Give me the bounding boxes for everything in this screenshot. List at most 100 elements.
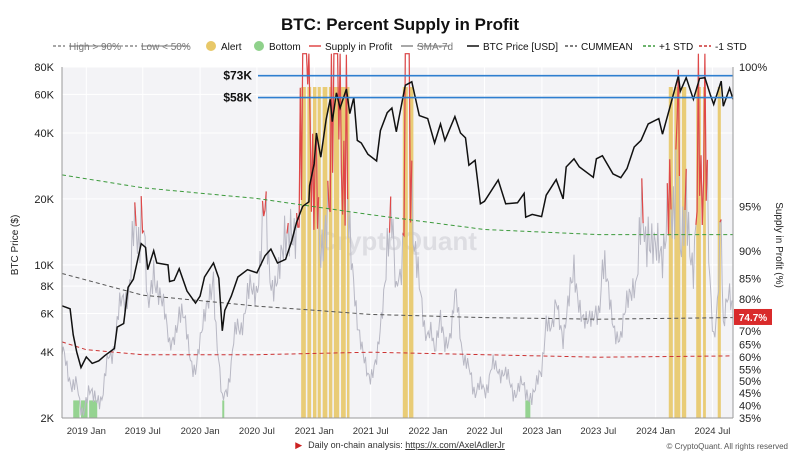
supply-above-90-line bbox=[675, 69, 680, 177]
alert-band bbox=[674, 87, 681, 418]
supply-above-90-line bbox=[134, 202, 137, 227]
legend-label: -1 STD bbox=[715, 42, 747, 53]
alert-band bbox=[341, 87, 346, 418]
legend-swatch bbox=[254, 41, 264, 51]
legend-item: -1 STD bbox=[699, 42, 747, 53]
footer-analysis-link[interactable]: https://x.com/AxelAdlerJr bbox=[405, 440, 505, 450]
y-tick-label-right: 65% bbox=[739, 339, 761, 351]
x-tick-label: 2020 Jul bbox=[239, 426, 275, 437]
x-tick-label: 2024 Jan bbox=[636, 426, 675, 437]
y-tick-label-right: 90% bbox=[739, 246, 761, 258]
alert-band bbox=[328, 87, 333, 418]
alert-band bbox=[402, 87, 408, 418]
y-tick-label-right: 40% bbox=[739, 400, 761, 412]
legend-label: Supply in Profit bbox=[325, 42, 392, 53]
y-tick-label-right: 95% bbox=[739, 201, 761, 213]
alert-band bbox=[313, 87, 317, 418]
alert-band bbox=[696, 87, 701, 418]
y-axis-right-label: Supply in Profit (%) bbox=[773, 202, 784, 288]
price-level-label: $58K bbox=[223, 91, 252, 105]
x-tick-label: 2022 Jan bbox=[409, 426, 448, 437]
supply-above-90-line bbox=[719, 219, 722, 223]
y-tick-label-right: 100% bbox=[739, 62, 767, 74]
legend-item: Low < 50% bbox=[125, 42, 191, 53]
x-tick-label: 2022 Jul bbox=[467, 426, 503, 437]
y-tick-label-right: 85% bbox=[739, 273, 761, 285]
supply-above-90-line bbox=[641, 178, 644, 224]
legend-item: BTC Price [USD] bbox=[467, 42, 558, 53]
y-tick-label-left: 2K bbox=[41, 413, 55, 425]
play-icon: ▶ bbox=[295, 440, 303, 450]
y-tick-label-left: 10K bbox=[34, 260, 54, 272]
y-tick-label-right: 55% bbox=[739, 364, 761, 376]
supply-above-90-line bbox=[666, 159, 672, 236]
alert-band bbox=[322, 87, 328, 418]
series-cummean bbox=[61, 273, 734, 320]
series--1-std bbox=[61, 341, 734, 358]
y-tick-label-left: 4K bbox=[41, 347, 55, 359]
current-value-label: 74.7% bbox=[739, 313, 767, 324]
x-tick-label: 2021 Jul bbox=[353, 426, 389, 437]
legend-item: High > 90% bbox=[53, 42, 123, 53]
legend-swatch bbox=[206, 41, 216, 51]
bottom-band bbox=[525, 400, 531, 418]
legend-item: SMA-7d bbox=[401, 42, 453, 53]
alert-band bbox=[333, 87, 340, 418]
legend-item: Supply in Profit bbox=[309, 42, 392, 53]
price-level-label: $73K bbox=[223, 69, 252, 83]
y-tick-label-right: 50% bbox=[739, 376, 761, 388]
alert-band bbox=[681, 87, 687, 418]
y-tick-label-left: 80K bbox=[34, 62, 54, 74]
x-tick-label: 2019 Jul bbox=[125, 426, 161, 437]
supply-above-90-line bbox=[261, 191, 267, 217]
legend-label: +1 STD bbox=[659, 42, 693, 53]
footer-analysis-label: Daily on-chain analysis: bbox=[308, 440, 403, 450]
y-axis-left-label: BTC Price ($) bbox=[10, 215, 21, 276]
x-tick-label: 2020 Jan bbox=[181, 426, 220, 437]
y-tick-label-left: 8K bbox=[41, 281, 55, 293]
x-tick-label: 2021 Jan bbox=[295, 426, 334, 437]
y-tick-label-right: 70% bbox=[739, 326, 761, 338]
bottom-band bbox=[89, 400, 98, 418]
legend-label: CUMMEAN bbox=[581, 42, 633, 53]
x-tick-label: 2024 Jul bbox=[694, 426, 730, 437]
legend-label: Alert bbox=[221, 42, 242, 53]
supply-in-profit-line bbox=[61, 53, 733, 416]
legend-label: BTC Price [USD] bbox=[483, 42, 558, 53]
footer-note: ▶ Daily on-chain analysis: https://x.com/… bbox=[0, 440, 800, 451]
alert-band bbox=[307, 87, 312, 418]
bottom-band bbox=[222, 400, 225, 418]
supply-above-90-line bbox=[402, 53, 413, 238]
legend-label: High > 90% bbox=[69, 42, 121, 53]
legend-item: Alert bbox=[206, 41, 242, 53]
legend-item: +1 STD bbox=[643, 42, 693, 53]
plot-area: 2K 4K 6K 8K 10K 20K 40K 60K 80K 2019 Jan 2019 Jul 2… bbox=[34, 53, 772, 437]
legend-label: SMA-7d bbox=[417, 42, 453, 53]
copyright: © CryptoQuant. All rights reserved bbox=[666, 442, 789, 451]
y-tick-label-left: 60K bbox=[34, 89, 54, 101]
legend-label: Low < 50% bbox=[141, 42, 191, 53]
y-tick-label-right: 60% bbox=[739, 352, 761, 364]
alert-band bbox=[409, 87, 414, 418]
y-tick-label-right: 80% bbox=[739, 294, 761, 306]
alert-band bbox=[703, 87, 706, 418]
supply-above-90-line bbox=[684, 168, 687, 211]
x-tick-label: 2019 Jan bbox=[67, 426, 106, 437]
current-value-tag bbox=[734, 308, 772, 325]
supply-above-90-line bbox=[388, 196, 392, 233]
y-tick-label-right: 45% bbox=[739, 388, 761, 400]
alert-band bbox=[346, 87, 350, 418]
x-tick-label: 2023 Jan bbox=[522, 426, 561, 437]
alert-band bbox=[668, 87, 673, 418]
legend: High > 90% Low < 50% Alert Bottom Supply in … bbox=[53, 41, 747, 53]
y-tick-label-left: 40K bbox=[34, 128, 54, 140]
legend-item: Bottom bbox=[254, 41, 301, 53]
x-tick-label: 2023 Jul bbox=[580, 426, 616, 437]
chart: BTC: Percent Supply in Profit High > 90%… bbox=[10, 15, 784, 437]
supply-above-90-line bbox=[695, 53, 708, 226]
legend-label: Bottom bbox=[269, 42, 301, 53]
alert-band bbox=[317, 87, 321, 418]
btc-price-line bbox=[61, 75, 734, 370]
y-tick-label-right: 35% bbox=[739, 413, 761, 425]
supply-above-90-line bbox=[140, 196, 145, 235]
